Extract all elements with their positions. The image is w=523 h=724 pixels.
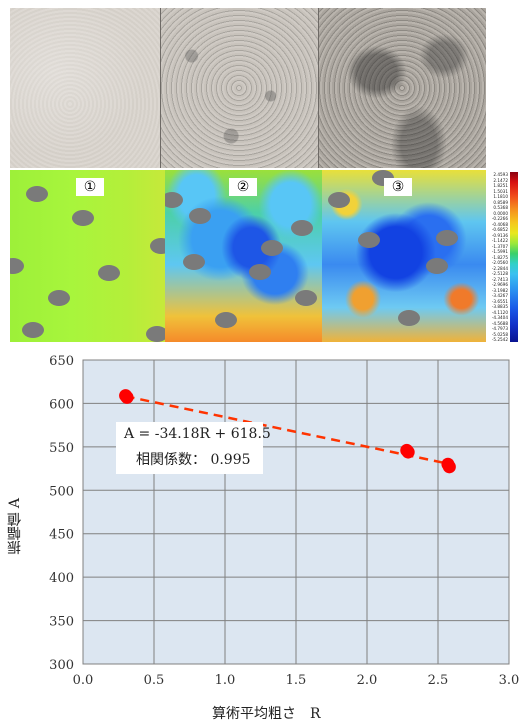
contour-map-2: ②: [165, 170, 322, 342]
defect-blob: [426, 258, 448, 274]
data-point: [442, 460, 456, 474]
colorbar-label: -5.0258: [491, 331, 508, 337]
y-tick-label: 550: [49, 441, 74, 456]
defect-blob: [146, 326, 165, 342]
contour-maps: ① ② ③: [10, 170, 486, 342]
x-tick-label: 1.0: [215, 673, 236, 688]
x-tick-label: 2.5: [428, 673, 449, 688]
colorbar-label: 1.1810: [493, 194, 508, 199]
defect-blob: [398, 310, 420, 326]
colorbar-label: -4.5688: [491, 320, 508, 326]
y-tick-label: 500: [49, 484, 74, 499]
defect-blob: [249, 264, 271, 280]
colorbar-label: -2.5128: [491, 271, 508, 276]
colorbar-label: -3.6551: [491, 298, 508, 304]
defect-blob: [48, 290, 70, 306]
correlation-coefficient: 相関係数： 0.995: [136, 452, 251, 468]
colorbar-label: -2.2844: [491, 265, 508, 271]
surface-photos: [10, 8, 486, 168]
colorbar-label: -3.8835: [491, 304, 508, 309]
defect-blob: [26, 186, 48, 202]
map-badge-2: ②: [229, 178, 257, 196]
defect-blob: [22, 322, 44, 338]
x-tick-label: 1.5: [286, 673, 307, 688]
equation-box: A = -34.18R + 618.5 相関係数： 0.995: [116, 422, 271, 474]
colorbar-label: 0.5368: [493, 205, 508, 210]
y-tick-label: 400: [49, 571, 74, 586]
colorbar-label: -4.3404: [491, 315, 508, 320]
colorbar-label: 0.8589: [493, 199, 508, 205]
colorbar-label: -0.9136: [491, 232, 508, 238]
data-point: [401, 445, 415, 459]
defect-blob: [215, 312, 237, 328]
defect-blob: [150, 238, 165, 254]
photo-divider: [318, 8, 319, 168]
colorbar-label: -3.4267: [491, 293, 508, 298]
colorbar-label: 1.5031: [493, 188, 508, 194]
y-tick-label: 450: [49, 528, 74, 543]
colorbar-label: -4.7973: [491, 326, 508, 331]
defect-blob: [183, 254, 205, 270]
y-tick-label: 600: [49, 397, 74, 412]
colorbar-label: -1.1422: [491, 238, 508, 243]
contour-map-3: ③: [322, 170, 486, 342]
colorbar-label: -1.3707: [491, 243, 508, 249]
scatter-chart: 0.0 0.5 1.0 1.5 2.0 2.5 3.0 300 350 400 450 500 550 6…: [0, 345, 523, 724]
surface-photo-3: [318, 8, 486, 168]
defect-blob: [98, 265, 120, 281]
defect-blob: [72, 210, 94, 226]
colorbar-label: -0.2266: [491, 216, 508, 221]
surface-photo-1: [10, 8, 160, 168]
colorbar-label: 0.0000: [493, 210, 508, 216]
photo-divider: [160, 8, 161, 168]
defect-blob: [295, 290, 317, 306]
y-axis-label: 振幅値 A: [7, 498, 23, 555]
colorbar-label: -3.1982: [491, 287, 508, 293]
colorbar-label: 2.4593: [493, 172, 508, 177]
colorbar-label: -2.7413: [491, 276, 508, 282]
defect-blob: [189, 208, 211, 224]
regression-equation: A = -34.18R + 618.5: [124, 426, 271, 442]
trend-line: [125, 395, 453, 466]
x-tick-label: 2.0: [357, 673, 378, 688]
colorbar-label: 1.8251: [493, 183, 508, 188]
defect-blob: [328, 192, 350, 208]
data-point: [120, 390, 134, 404]
y-tick-label: 650: [49, 354, 74, 369]
contour-map-1: ①: [10, 170, 165, 342]
map-badge-3: ③: [384, 178, 412, 196]
colorbar-label: 2.1472: [493, 177, 508, 183]
defect-blob: [358, 232, 380, 248]
defect-blob: [261, 240, 283, 256]
defect-blob: [436, 230, 458, 246]
x-tick-label: 0.5: [144, 673, 165, 688]
x-axis-label: 算術平均粗さ R: [212, 706, 321, 722]
y-tick-label: 300: [49, 658, 74, 673]
colorbar-label: -1.8275: [491, 254, 508, 260]
colorbar: [510, 172, 518, 342]
y-tick-label: 350: [49, 615, 74, 630]
x-tick-label: 0.0: [73, 673, 94, 688]
chart-svg: 0.0 0.5 1.0 1.5 2.0 2.5 3.0 300 350 400 450 500 550 6…: [49, 354, 520, 688]
colorbar-labels: 2.4593 2.1472 1.8251 1.5031 1.1810 0.8589 0.53…: [486, 172, 508, 342]
defect-blob: [10, 258, 24, 274]
x-tick-label: 3.0: [499, 673, 520, 688]
defect-blob: [291, 220, 313, 236]
map-badge-1: ①: [76, 178, 104, 196]
colorbar-label: -4.1120: [491, 309, 508, 315]
colorbar-label: -1.5991: [491, 249, 508, 254]
colorbar-label: -0.6852: [491, 227, 508, 232]
colorbar-label: -5.2542: [491, 337, 508, 342]
colorbar-label: -2.0560: [491, 260, 508, 265]
surface-photo-2: [160, 8, 318, 168]
colorbar-label: -0.4068: [491, 221, 508, 227]
defect-blob: [165, 192, 183, 208]
colorbar-label: -2.9696: [491, 282, 508, 287]
